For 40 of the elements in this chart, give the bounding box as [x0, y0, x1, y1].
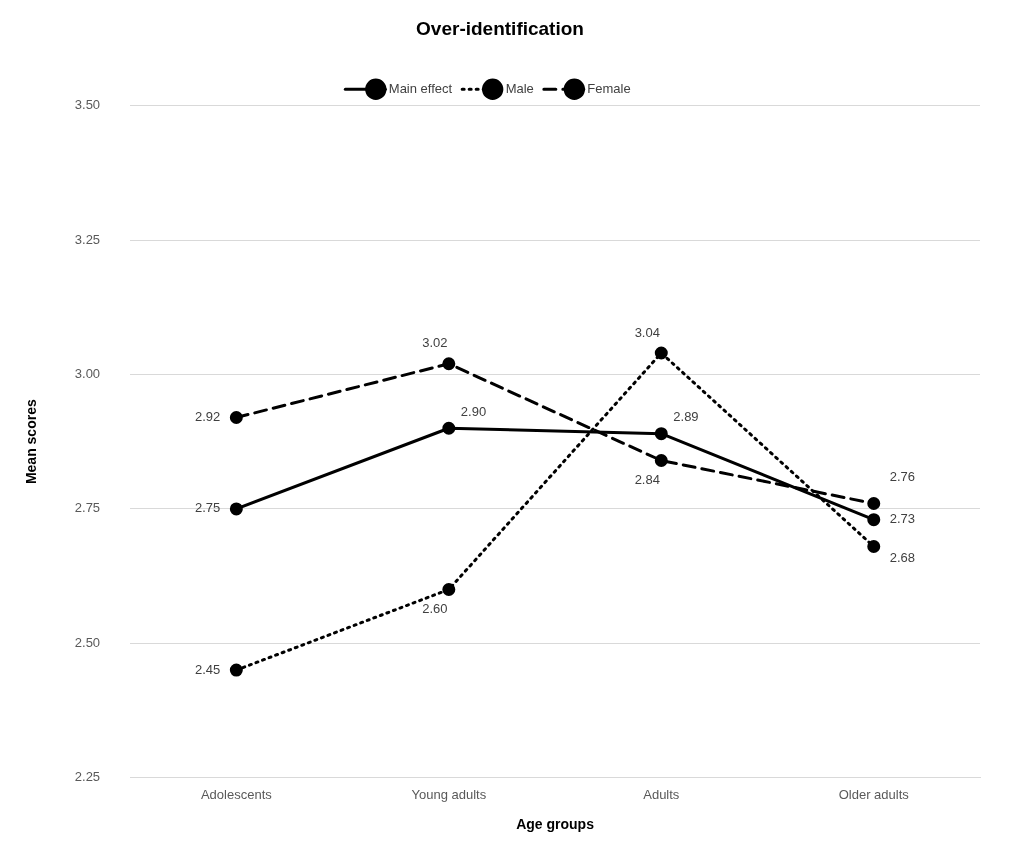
y-tick-label: 2.50 [74, 634, 101, 650]
data-label: 2.45 [195, 661, 221, 677]
data-label: 3.02 [422, 335, 448, 351]
point [442, 357, 456, 371]
point [654, 346, 668, 360]
point [229, 411, 243, 425]
point [867, 513, 881, 527]
data-label: 2.75 [195, 500, 221, 516]
legend-label: Female [587, 80, 631, 96]
point [867, 497, 881, 511]
y-tick-label: 3.25 [74, 231, 101, 247]
data-label: 2.90 [460, 403, 487, 419]
point [442, 583, 456, 596]
point [654, 454, 668, 468]
x-tick-label: Adolescents [200, 786, 273, 802]
y-tick-label: 2.75 [74, 500, 101, 516]
data-label: 2.76 [889, 469, 916, 485]
point [229, 663, 243, 677]
y-tick-label: 3.00 [74, 366, 101, 382]
data-label: 2.92 [195, 409, 221, 425]
x-axis-title: Age groups [516, 816, 595, 833]
data-label: 3.04 [634, 324, 660, 340]
data-label: 2.84 [634, 472, 660, 488]
data-label: 2.60 [422, 601, 448, 617]
x-tick-label: Older adults [838, 786, 910, 802]
y-tick-label: 2.25 [74, 769, 101, 785]
x-tick-label: Adults [643, 786, 680, 802]
data-label: 2.89 [673, 409, 699, 425]
point [867, 540, 881, 553]
point [229, 502, 243, 516]
data-label: 2.68 [889, 550, 916, 566]
y-tick-label: 3.50 [74, 97, 101, 113]
legend-label: Male [505, 80, 534, 96]
data-label: 2.73 [889, 511, 916, 527]
point [442, 421, 456, 435]
legend-label: Main effect [388, 80, 453, 96]
y-axis-title: Mean scores [23, 399, 40, 485]
chart-title: Over-identification [416, 17, 584, 39]
x-tick-label: Young adults [411, 786, 487, 802]
point [654, 427, 668, 441]
